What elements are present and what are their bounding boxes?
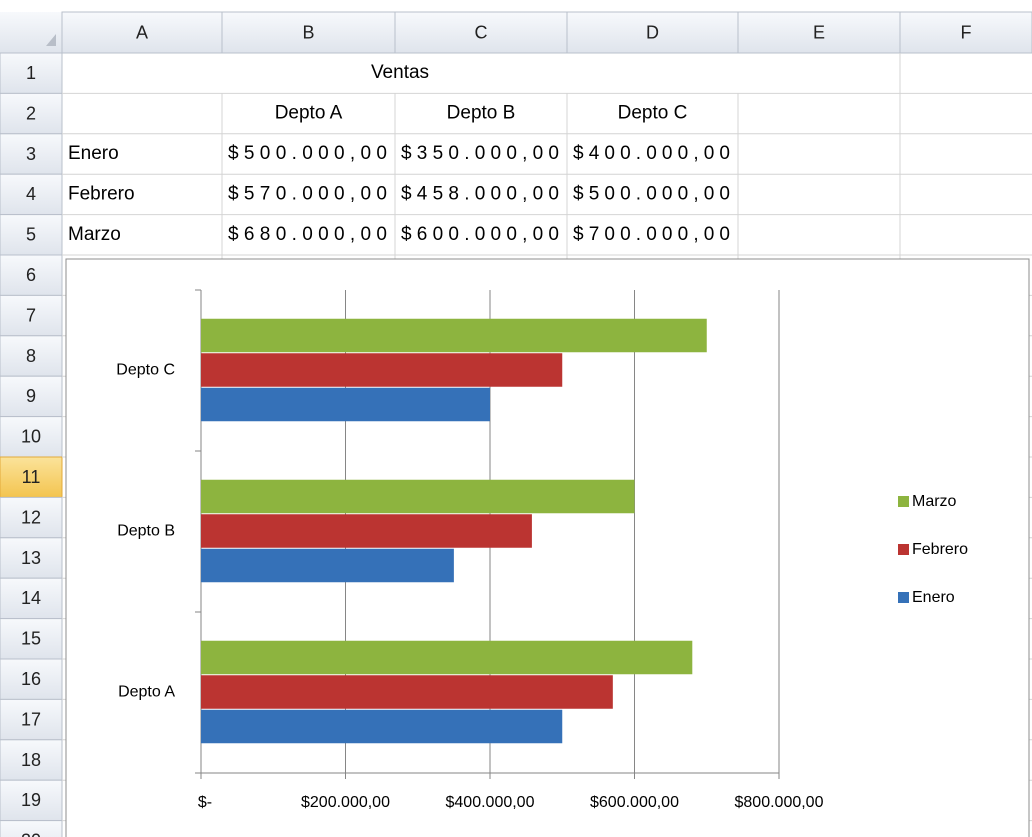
cell: Febrero: [68, 183, 135, 204]
row-header-label: 8: [26, 346, 36, 366]
bar: [201, 548, 454, 583]
x-tick-label: $400.000,00: [446, 794, 535, 811]
x-tick-label: $200.000,00: [301, 794, 390, 811]
row-header-label: 14: [21, 588, 41, 608]
row-header-label: 6: [26, 265, 36, 285]
row-header[interactable]: [0, 294, 63, 337]
row-header-label: 10: [21, 427, 41, 447]
row-header[interactable]: [0, 496, 63, 539]
row-header[interactable]: [0, 416, 63, 458]
row-header[interactable]: [0, 335, 63, 377]
row-header[interactable]: [0, 618, 63, 660]
row-header-label: 9: [26, 386, 36, 406]
column-header-label: C: [475, 22, 488, 42]
column-header-label: E: [813, 22, 825, 42]
legend-swatch: [898, 544, 909, 555]
legend-label: Febrero: [912, 541, 968, 558]
row-header[interactable]: [0, 173, 63, 216]
cell: $680.000,00: [228, 224, 387, 245]
row-header-label: 4: [26, 184, 36, 204]
y-tick-label: Depto C: [116, 362, 175, 379]
bar: [201, 709, 563, 744]
row-header[interactable]: [0, 92, 63, 135]
row-header[interactable]: [0, 375, 63, 418]
column-header[interactable]: [566, 11, 739, 54]
row-header-label: 11: [22, 467, 41, 487]
column-header-label: B: [302, 22, 314, 42]
bar: [201, 479, 635, 514]
bar: [201, 675, 613, 709]
cell: $570.000,00: [228, 183, 387, 204]
row-header[interactable]: [0, 820, 63, 837]
bar: [201, 353, 563, 387]
x-tick-label: $600.000,00: [590, 794, 679, 811]
legend-label: Enero: [912, 589, 955, 606]
merged-title-cell: Ventas: [371, 62, 429, 83]
row-header-label: 18: [21, 750, 41, 770]
row-header-label: 15: [21, 629, 41, 649]
row-header-label: 2: [26, 103, 36, 123]
row-header-label: 3: [26, 144, 36, 164]
x-tick-label: $-: [198, 794, 212, 811]
row-header-label: 13: [21, 548, 41, 568]
legend-label: Marzo: [912, 493, 957, 510]
row-header[interactable]: [0, 658, 63, 700]
bar: [201, 640, 693, 675]
header-cell: Depto A: [275, 103, 343, 124]
bar: [201, 387, 490, 422]
select-all-corner: [46, 34, 56, 46]
row-header[interactable]: [0, 739, 63, 781]
column-header[interactable]: [899, 11, 1032, 54]
row-header-label: 20: [21, 831, 41, 837]
header-cell: Depto C: [618, 103, 688, 124]
cell: $700.000,00: [573, 224, 730, 245]
cell: $400.000,00: [573, 143, 730, 164]
row-header-label: 19: [21, 790, 41, 810]
row-header[interactable]: [0, 537, 63, 579]
row-header-label: 16: [21, 669, 41, 689]
column-header-label: A: [136, 22, 148, 42]
row-header-label: 12: [21, 507, 41, 527]
row-header[interactable]: [0, 698, 63, 741]
column-header-label: F: [961, 22, 972, 42]
row-header[interactable]: [0, 456, 63, 498]
row-header-label: 17: [21, 709, 41, 729]
column-header[interactable]: [737, 11, 901, 54]
cell: $600.000,00: [401, 224, 559, 245]
row-header[interactable]: [0, 133, 63, 175]
row-header[interactable]: [0, 254, 63, 296]
legend-swatch: [898, 496, 909, 507]
cell: $350.000,00: [401, 143, 559, 164]
cell: $500.000,00: [573, 183, 730, 204]
row-header-label: 1: [26, 63, 36, 83]
row-header-label: 5: [26, 225, 36, 245]
legend-swatch: [898, 592, 909, 603]
cell: $500.000,00: [228, 143, 387, 164]
column-header[interactable]: [394, 11, 568, 54]
row-header[interactable]: [0, 52, 63, 94]
cell: Marzo: [68, 224, 121, 245]
row-header[interactable]: [0, 214, 63, 256]
cell: $458.000,00: [401, 183, 559, 204]
header-cell: Depto B: [447, 103, 516, 124]
bar: [201, 514, 532, 548]
x-tick-label: $800.000,00: [735, 794, 824, 811]
y-tick-label: Depto A: [118, 684, 175, 701]
y-tick-label: Depto B: [117, 523, 175, 540]
row-header-label: 7: [26, 305, 36, 325]
cell: Enero: [68, 143, 119, 164]
bar: [201, 318, 707, 353]
column-header-label: D: [646, 22, 659, 42]
